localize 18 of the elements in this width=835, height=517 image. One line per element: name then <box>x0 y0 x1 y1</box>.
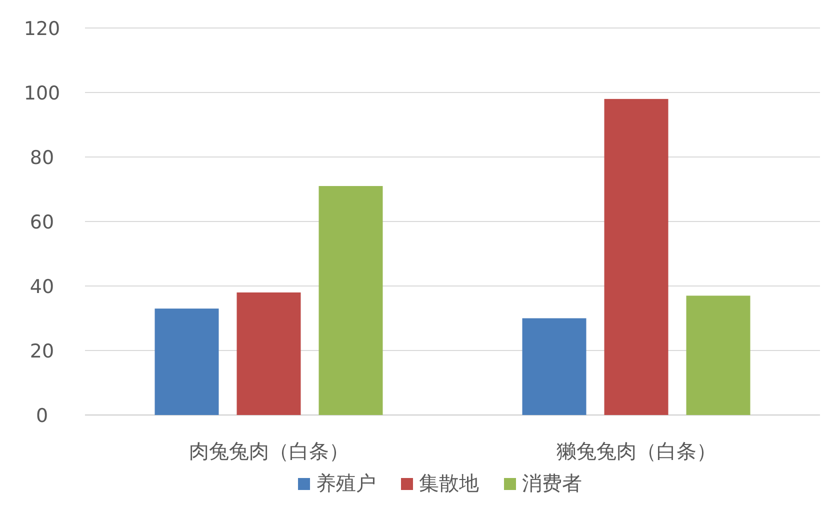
y-tick-label: 0 <box>36 405 48 427</box>
y-tick-label: 60 <box>30 212 54 234</box>
y-tick-label: 40 <box>30 276 54 298</box>
y-tick-label: 100 <box>24 82 60 104</box>
bar <box>154 308 219 415</box>
bar <box>522 318 586 415</box>
bar <box>318 186 383 415</box>
y-tick-label: 20 <box>30 340 54 362</box>
legend-label: 养殖户 <box>316 471 376 495</box>
x-tick-label: 肉兔兔肉（白条） <box>188 439 349 463</box>
y-tick-label: 80 <box>30 147 54 169</box>
legend-label: 消费者 <box>522 471 582 495</box>
y-tick-label: 120 <box>24 18 60 40</box>
bar <box>604 98 668 415</box>
bar <box>236 292 301 415</box>
x-tick-label: 獭兔兔肉（白条） <box>556 439 716 463</box>
legend-label: 集散地 <box>419 471 479 495</box>
bar <box>686 296 750 415</box>
